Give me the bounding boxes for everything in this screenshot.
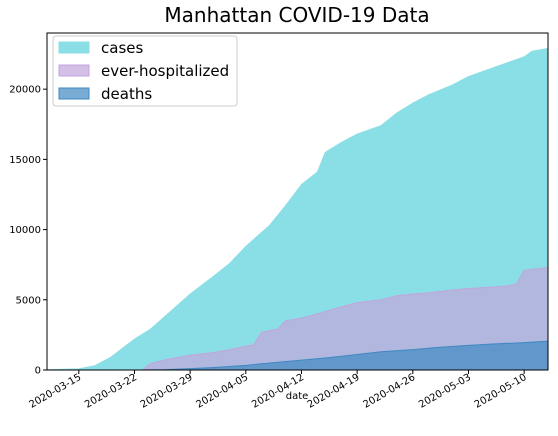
legend-swatch-deaths <box>58 87 90 100</box>
legend-swatch-ever-hospitalized <box>58 64 90 77</box>
x-tick-label: 2020-04-26 <box>361 372 417 411</box>
legend-swatch-cases <box>58 41 90 54</box>
y-tick-label: 10000 <box>9 225 41 236</box>
y-tick-label: 0 <box>35 366 41 377</box>
x-tick-label: 2020-04-19 <box>306 372 362 411</box>
x-tick-label: 2020-05-03 <box>417 372 473 411</box>
legend: cases ever-hospitalized deaths <box>52 35 238 107</box>
chart-title: Manhattan COVID-19 Data <box>164 3 429 27</box>
area-series-ever-hospitalized <box>47 266 549 371</box>
y-tick-label: 15000 <box>9 155 41 166</box>
legend-box <box>52 35 238 107</box>
legend-label-cases: cases <box>101 39 143 57</box>
x-axis-label: date <box>286 391 309 402</box>
x-tick-label: 2020-04-05 <box>194 372 250 411</box>
area-series-cases <box>46 47 549 371</box>
area-series-deaths <box>47 340 549 371</box>
x-tick-label: 2020-03-15 <box>27 372 83 411</box>
x-tick-label: 2020-03-22 <box>83 372 139 411</box>
legend-label-deaths: deaths <box>101 85 152 103</box>
x-tick-label: 2020-03-29 <box>139 372 195 411</box>
plot-frame <box>46 32 549 371</box>
legend-label-ever-hospitalized: ever-hospitalized <box>101 62 229 80</box>
x-tick-label: 2020-05-10 <box>473 372 529 411</box>
y-tick-label: 20000 <box>9 85 41 96</box>
y-tick-label: 5000 <box>16 295 41 306</box>
